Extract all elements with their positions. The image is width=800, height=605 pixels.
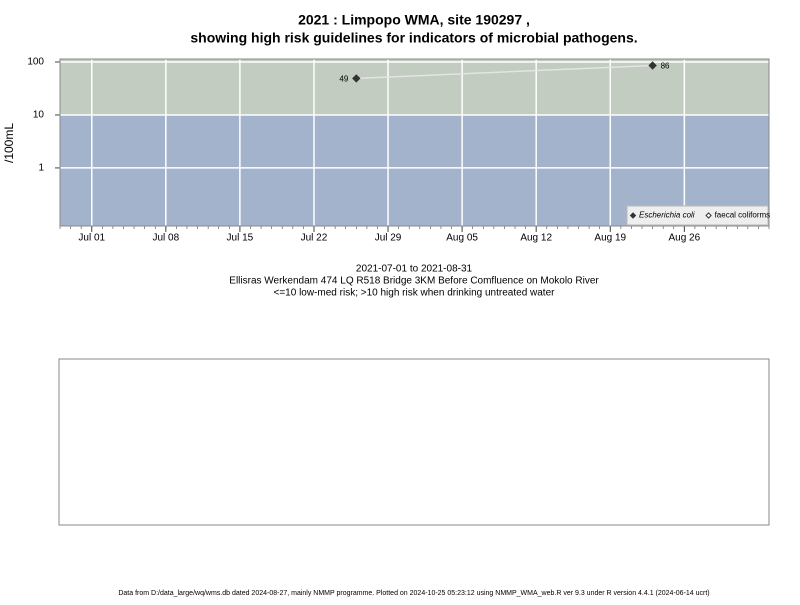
x-tick-label: Jul 01 (78, 233, 105, 244)
subtitle: 2021-07-01 to 2021-08-31 (356, 264, 473, 275)
subtitle: <=10 low-med risk; >10 high risk when dr… (274, 288, 556, 299)
footer: Data from D:/data_large/wq/wms.db dated … (118, 590, 709, 597)
legend-label: Escherichia coli (639, 211, 695, 220)
x-tick-label: Jul 15 (227, 233, 254, 244)
x-tick-label: Jul 08 (152, 233, 179, 244)
x-tick-label: Aug 19 (594, 233, 626, 244)
legend-label: faecal coliforms (715, 211, 771, 220)
x-tick-label: Aug 05 (446, 233, 478, 244)
legend-marker (629, 212, 637, 219)
data-label: 49 (339, 75, 348, 84)
legend-box (626, 205, 769, 226)
data-point (648, 61, 657, 70)
data-point (352, 74, 361, 83)
empty-panel (58, 358, 770, 526)
chart-title: showing high risk guidelines for indicat… (190, 30, 637, 46)
y-axis-label: /100mL (2, 123, 16, 163)
chart-title: 2021 : Limpopo WMA, site 190297 , (298, 12, 530, 28)
x-tick-label: Jul 29 (375, 233, 402, 244)
x-tick-label: Aug 12 (520, 233, 552, 244)
y-tick-label: 10 (33, 110, 45, 121)
plot-frame (59, 58, 770, 227)
x-tick-label: Jul 22 (301, 233, 328, 244)
data-label: 86 (661, 62, 670, 71)
high-risk-band (60, 59, 769, 115)
x-tick-label: Aug 26 (668, 233, 700, 244)
y-tick-label: 100 (27, 57, 44, 68)
subtitle: Ellisras Werkendam 474 LQ R518 Bridge 3K… (229, 276, 599, 287)
y-tick-label: 1 (38, 163, 44, 174)
legend-marker (705, 212, 712, 219)
series-line (356, 64, 653, 80)
